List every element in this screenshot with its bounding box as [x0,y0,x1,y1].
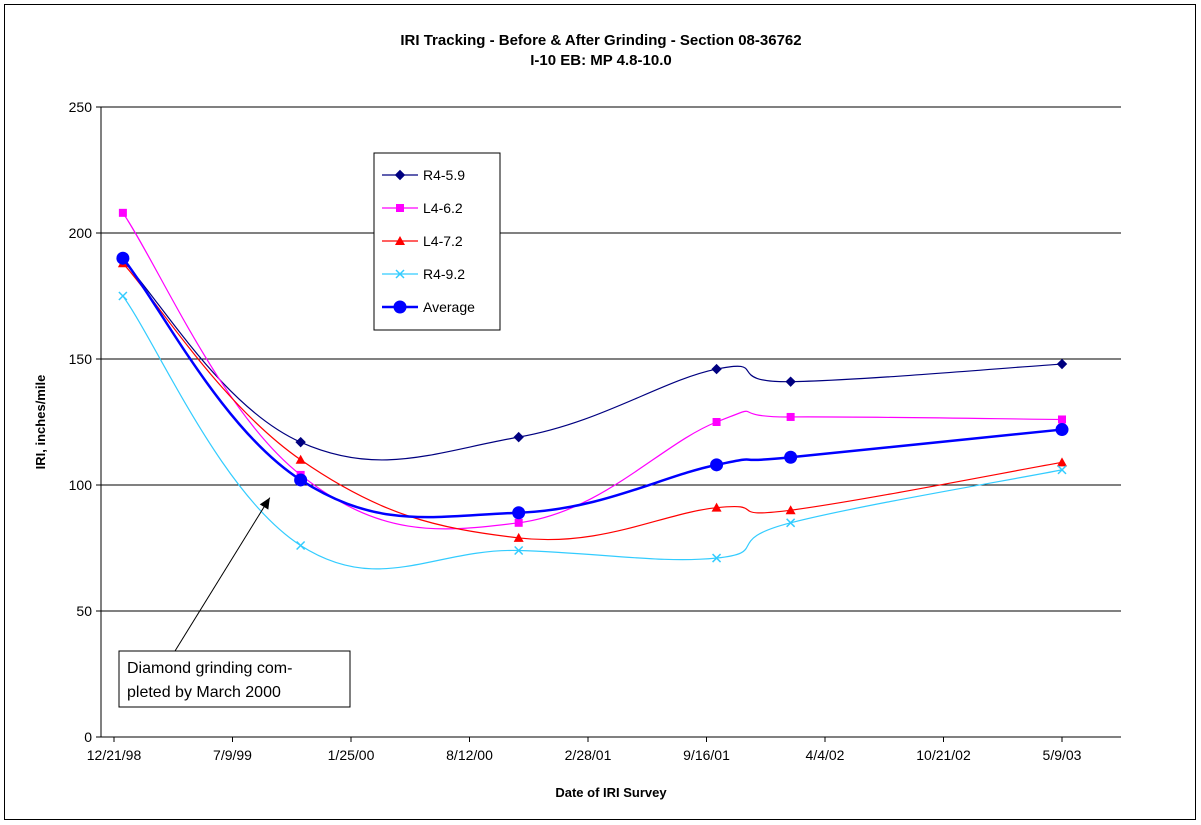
data-point [118,208,127,217]
data-point [786,412,795,421]
legend-swatch-marker [395,269,405,279]
data-point [1055,423,1069,437]
data-point [712,553,722,563]
y-tick-label: 150 [69,351,93,367]
y-tick-label: 0 [84,729,92,745]
y-tick-label: 250 [69,99,93,115]
data-point [513,532,524,542]
data-point [711,502,722,512]
data-point [118,291,128,301]
series-l4-7-2 [117,258,1067,542]
annotation-box [118,650,351,708]
data-point [513,431,524,443]
series-line [122,295,1063,570]
x-axis-title: Date of IRI Survey [555,785,667,800]
y-axis-title: IRI, inches/mile [33,375,48,470]
y-tick-label: 200 [69,225,93,241]
data-point [512,506,526,520]
data-point [784,450,798,464]
x-tick-label: 1/25/00 [328,747,375,763]
x-tick-label: 5/9/03 [1043,747,1082,763]
series-l4-6-2 [118,208,1066,530]
legend-label: L4-6.2 [423,200,463,216]
legend-item: Average [382,299,475,315]
y-tick-label: 100 [69,477,93,493]
x-tick-label: 7/9/99 [213,747,252,763]
data-point [295,454,306,464]
annotation-arrow [174,497,271,652]
y-tick-label: 50 [76,603,92,619]
legend-swatch-marker [393,300,407,314]
series-line [122,212,1063,530]
legend-item: L4-6.2 [382,200,463,216]
data-point [785,505,796,515]
legend-item: R4-5.9 [382,167,465,183]
legend-swatch-marker [395,236,405,245]
data-point [712,418,721,426]
series-average [116,251,1069,520]
series-r4-9-2 [118,291,1067,570]
data-point [296,540,306,551]
series-r4-5-9 [117,255,1068,461]
data-point [514,518,523,527]
legend-label: R4-9.2 [423,266,465,282]
annotation-arrowhead [259,497,270,510]
chart-title: IRI Tracking - Before & After Grinding -… [400,32,801,49]
data-point [514,545,524,556]
legend-item: L4-7.2 [382,233,463,249]
chart-subtitle: I-10 EB: MP 4.8-10.0 [530,52,671,69]
data-point [711,363,722,375]
legend-label: R4-5.9 [423,167,465,183]
legend-swatch-marker [396,204,404,212]
legend-label: Average [423,299,475,315]
data-point [1057,465,1067,475]
data-point [1057,457,1067,467]
x-tick-label: 8/12/00 [446,747,493,763]
data-point [710,458,724,472]
data-point [116,251,130,265]
data-point [785,376,796,387]
data-point [786,518,796,528]
x-tick-label: 12/21/98 [87,747,142,763]
data-point [294,473,308,487]
chart-frame: IRI Tracking - Before & After Grinding -… [4,4,1196,820]
legend-label: L4-7.2 [423,233,463,249]
annotation-text: pleted by March 2000 [127,684,281,701]
series-line [122,260,1063,461]
x-tick-label: 4/4/02 [806,747,845,763]
annotation-text: Diamond grinding com- [127,660,292,677]
legend-item: R4-9.2 [382,266,465,282]
x-tick-label: 2/28/01 [565,747,612,763]
data-point [295,436,306,448]
iri-line-chart: IRI Tracking - Before & After Grinding -… [33,32,1121,800]
series-line [122,262,1063,541]
legend-swatch-marker [394,169,406,181]
data-point [1058,415,1066,424]
series-line [121,257,1063,519]
x-tick-label: 9/16/01 [683,747,730,763]
x-tick-label: 10/21/02 [916,747,971,763]
data-point [1056,358,1068,370]
